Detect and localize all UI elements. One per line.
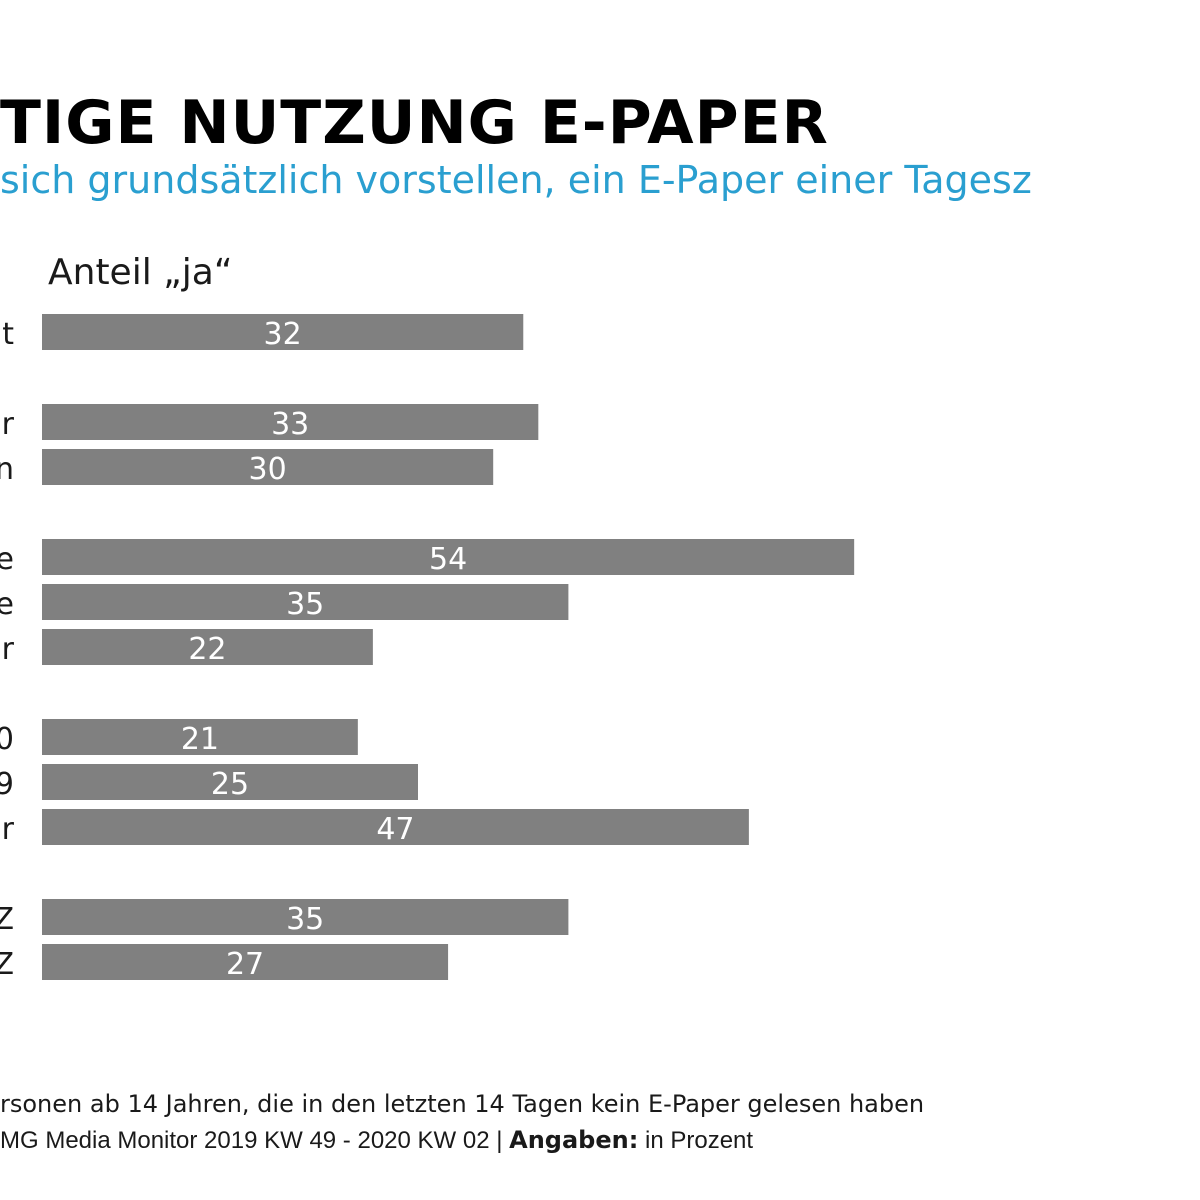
chart-title: TIGE NUTZUNG E-PAPER	[0, 88, 829, 158]
value-label: 25	[211, 767, 249, 802]
footnote-separator: |	[496, 1127, 503, 1154]
category-label: Z	[0, 947, 14, 982]
value-label: 47	[376, 812, 414, 847]
value-label: 21	[181, 722, 219, 757]
bar-row: e 35	[0, 584, 569, 622]
footnote-base: rsonen ab 14 Jahren, die in den letzten …	[0, 1090, 924, 1118]
value-label: 33	[271, 407, 309, 442]
bar	[42, 314, 524, 350]
bar	[42, 584, 569, 620]
footnote-base-text: rsonen ab 14 Jahren, die in den letzten …	[0, 1090, 925, 1118]
bar-row: r 33	[2, 404, 539, 442]
footnote-source-text: MG Media Monitor 2019 KW 49 - 2020 KW 02	[0, 1127, 490, 1154]
category-label: 0	[0, 722, 14, 757]
value-label: 30	[249, 452, 287, 487]
category-label: 9	[0, 767, 14, 802]
bar-row: e 54	[0, 539, 855, 577]
bar-row: Z 27	[0, 944, 449, 982]
category-label: Z	[0, 902, 14, 937]
category-label: e	[0, 542, 14, 577]
bar	[42, 899, 569, 935]
bar	[42, 764, 418, 800]
category-label: r	[2, 632, 15, 667]
footnote-source: MG Media Monitor 2019 KW 49 - 2020 KW 02…	[0, 1126, 753, 1155]
axis-label: Anteil „ja“	[48, 252, 233, 293]
value-label: 22	[188, 632, 226, 667]
bar	[42, 629, 373, 665]
footnote-unit-label: Angaben:	[509, 1126, 639, 1154]
value-label: 27	[226, 947, 264, 982]
bar-row: n 30	[0, 449, 494, 487]
value-label: 32	[264, 317, 302, 352]
chart-subtitle: sich grundsätzlich vorstellen, ein E-Pap…	[0, 158, 1032, 202]
value-label: 35	[286, 587, 324, 622]
bar	[42, 719, 358, 755]
bar-row: t 32	[2, 314, 524, 352]
bar	[42, 449, 494, 485]
value-label: 35	[286, 902, 324, 937]
bar	[42, 944, 449, 980]
category-label: n	[0, 452, 14, 487]
bar	[42, 809, 749, 845]
bar-row: r 47	[2, 809, 749, 847]
bar-row: 0 21	[0, 719, 358, 757]
category-label: e	[0, 587, 14, 622]
bar-row: r 22	[2, 629, 373, 667]
category-label: r	[2, 812, 15, 847]
category-label: r	[2, 407, 15, 442]
bar-row: 9 25	[0, 764, 418, 802]
bar	[42, 404, 539, 440]
bar-row: Z 35	[0, 899, 569, 937]
bar	[42, 539, 855, 575]
category-label: t	[2, 317, 14, 352]
value-label: 54	[429, 542, 467, 577]
footnote-unit-value: in Prozent	[645, 1127, 754, 1154]
